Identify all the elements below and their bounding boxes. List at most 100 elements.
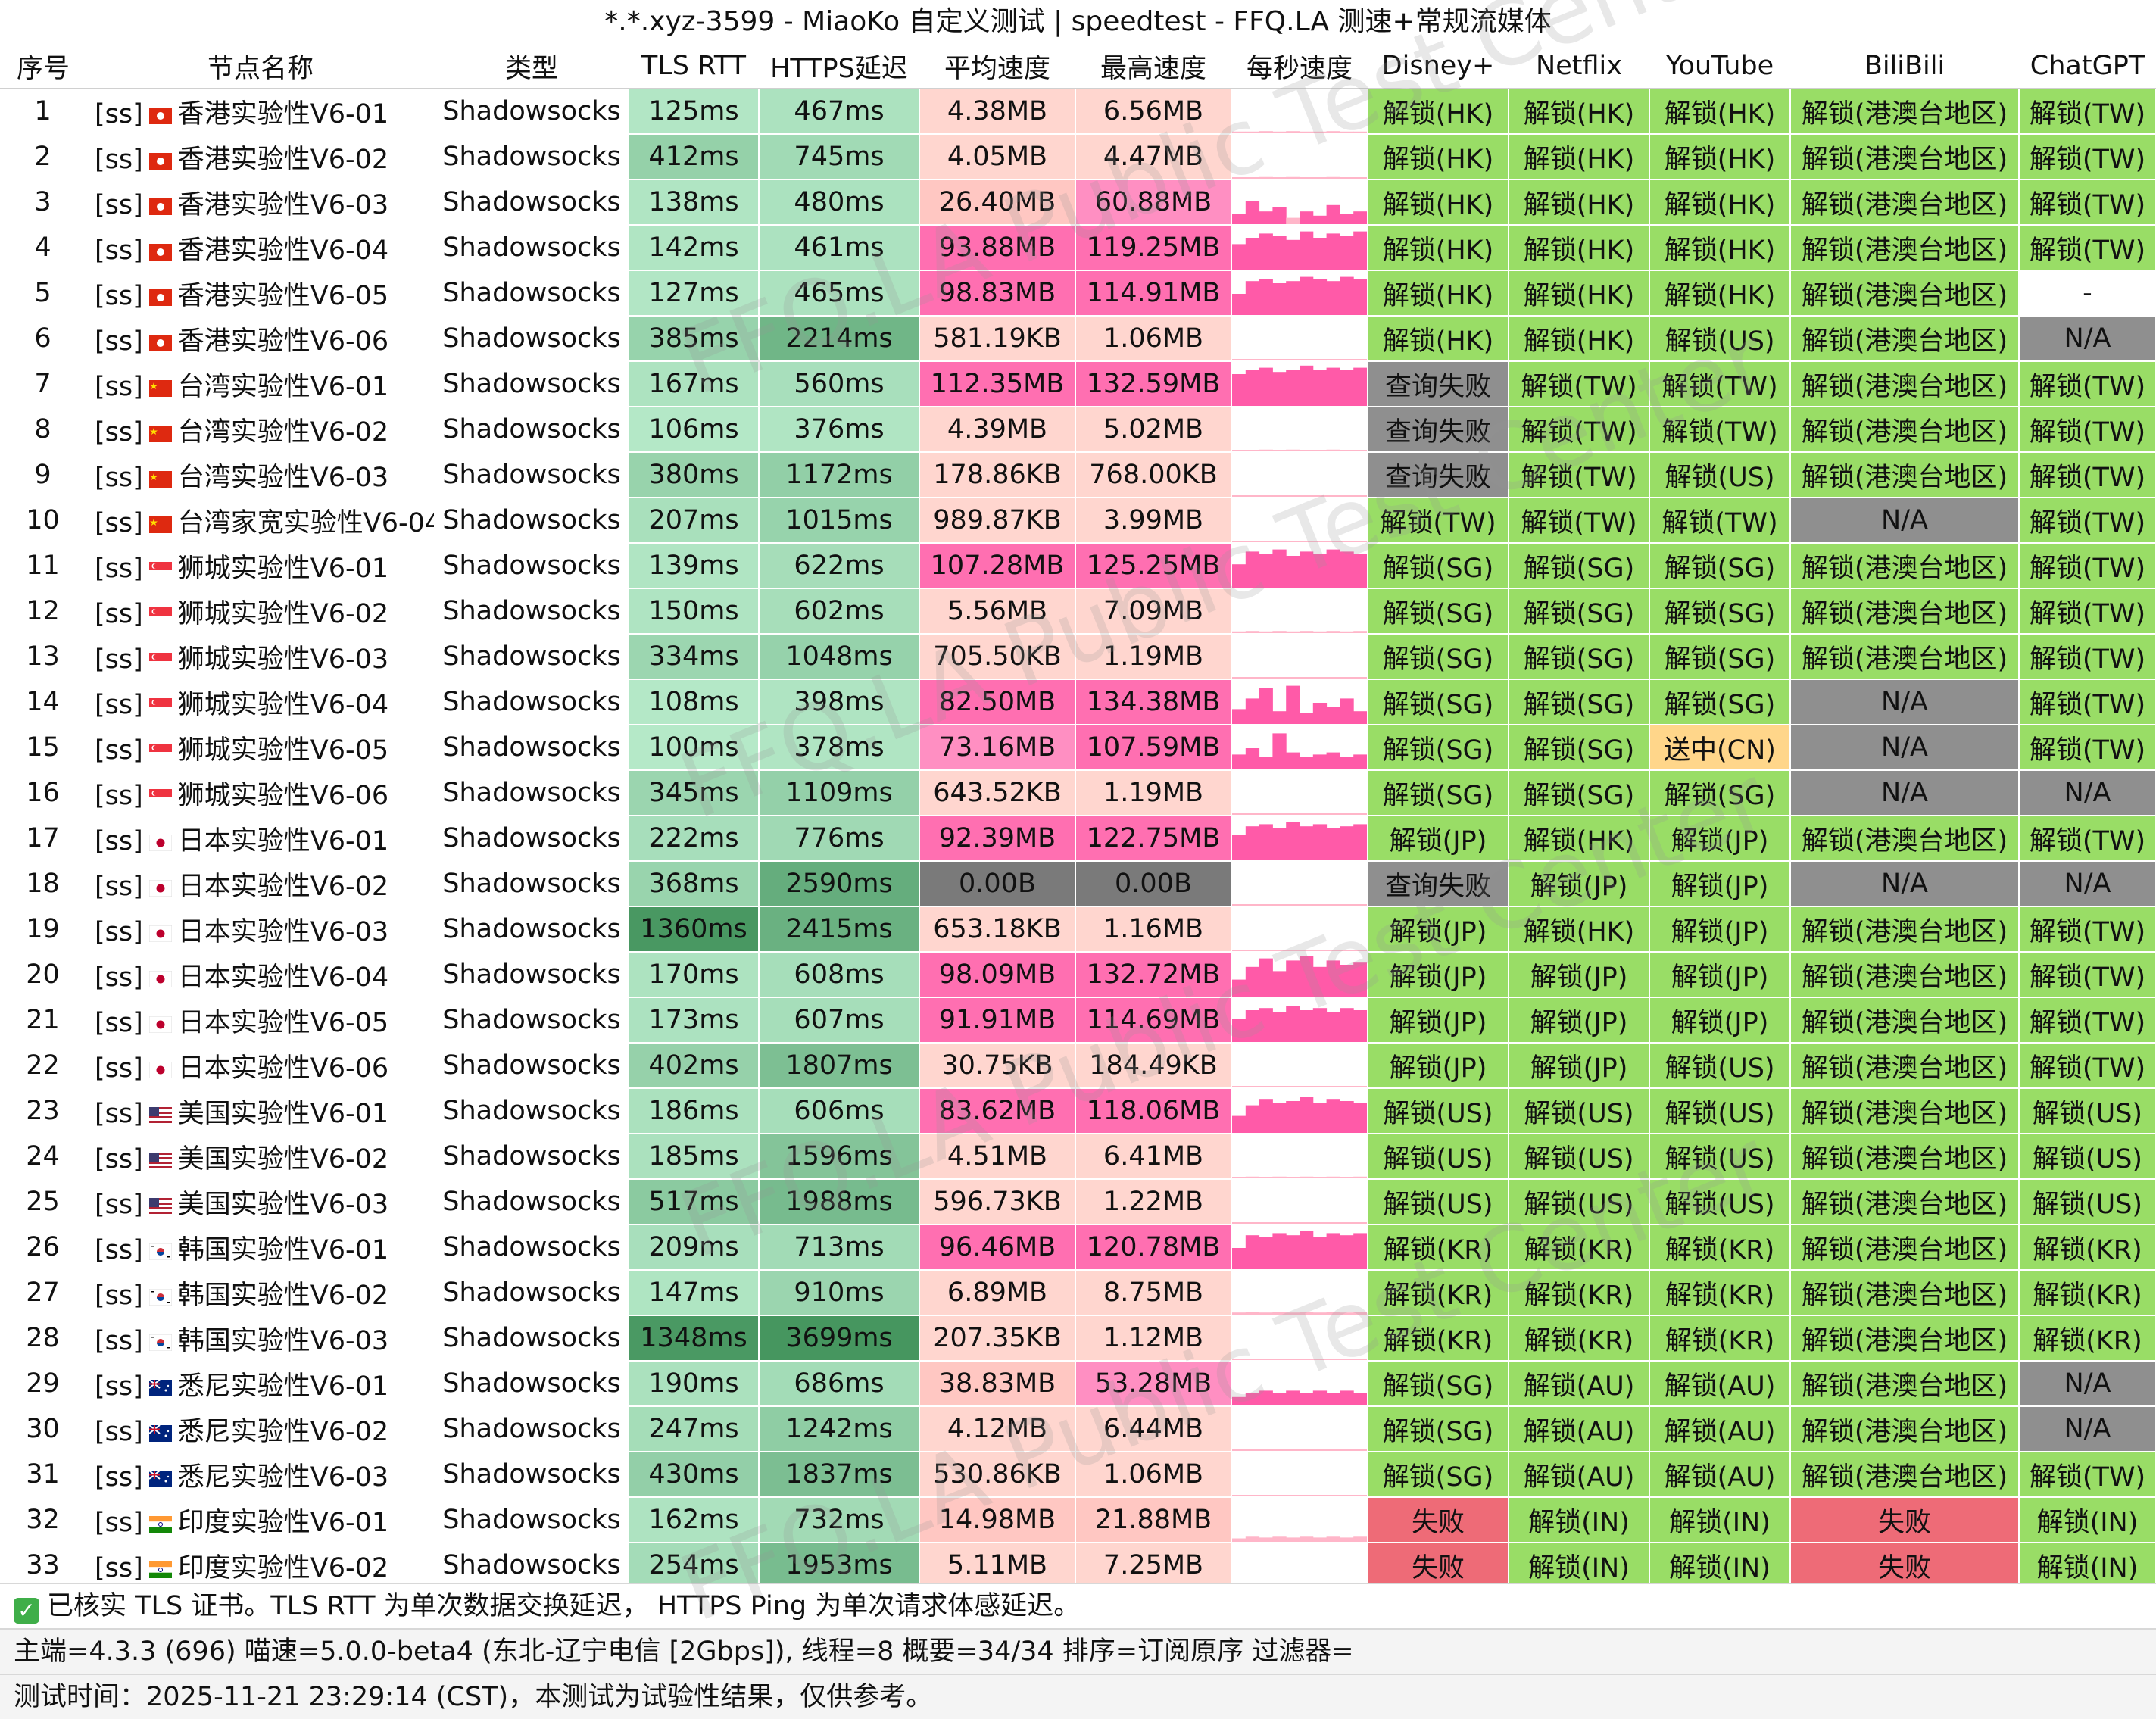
speed-sample-bar bbox=[1272, 1222, 1287, 1223]
col-header-chatgpt[interactable]: ChatGPT bbox=[2019, 44, 2156, 89]
youtube-status: 解锁(JP) bbox=[1649, 816, 1791, 862]
table-row[interactable]: 4 [ss] 香港实验性V6-04 Shadowsocks 142ms 461ms 93.8… bbox=[0, 225, 2156, 271]
table-row[interactable]: 18 [ss] 日本实验性V6-02 Shadowsocks 368ms 2590ms 0.… bbox=[0, 861, 2156, 907]
speed-sample-bar bbox=[1259, 950, 1273, 951]
chatgpt-status: 解锁(TW) bbox=[2019, 588, 2156, 635]
col-header-max-speed[interactable]: 最高速度 bbox=[1075, 44, 1231, 89]
table-row[interactable]: 25 [ss] 美国实验性V6-03 Shadowsocks 517ms 1988ms 59… bbox=[0, 1179, 2156, 1225]
speed-sample-bar bbox=[1326, 677, 1340, 678]
speed-sample-bar bbox=[1272, 733, 1287, 769]
netflix-status: 解锁(JP) bbox=[1509, 952, 1650, 998]
table-row[interactable]: 3 [ss] 香港实验性V6-03 Shadowsocks 138ms 480ms 26.4… bbox=[0, 179, 2156, 226]
table-row[interactable]: 5 [ss] 香港实验性V6-05 Shadowsocks 127ms 465ms 98.8… bbox=[0, 270, 2156, 317]
node-name: 日本实验性V6-06 bbox=[177, 1053, 389, 1084]
netflix-status: 解锁(HK) bbox=[1509, 89, 1650, 135]
speed-sample-bar bbox=[1286, 281, 1300, 314]
speed-sample-bar bbox=[1259, 677, 1273, 678]
bilibili-status: 解锁(港澳台地区) bbox=[1790, 1270, 2020, 1316]
table-row[interactable]: 16 [ss] 狮城实验性V6-06 Shadowsocks 345ms 1109ms 64… bbox=[0, 770, 2156, 816]
youtube-status: 解锁(AU) bbox=[1649, 1452, 1791, 1498]
speed-sample-bar bbox=[1272, 950, 1286, 951]
youtube-status: 解锁(JP) bbox=[1649, 997, 1791, 1044]
speed-sample-bar bbox=[1340, 965, 1354, 996]
per-second-speed-chart bbox=[1231, 89, 1368, 135]
india-flag-icon bbox=[148, 1515, 172, 1533]
speed-sample-bar bbox=[1300, 1312, 1314, 1314]
speed-sample-bar bbox=[1286, 1086, 1300, 1087]
col-header-node-name[interactable]: 节点名称 bbox=[86, 44, 435, 89]
node-name-cell: [ss] 韩国实验性V6-01 bbox=[86, 1225, 435, 1271]
india-flag-icon bbox=[148, 1561, 172, 1578]
table-row[interactable]: 13 [ss] 狮城实验性V6-03 Shadowsocks 334ms 1048ms 70… bbox=[0, 634, 2156, 680]
table-row[interactable]: 15 [ss] 狮城实验性V6-05 Shadowsocks 100ms 378ms 73.… bbox=[0, 725, 2156, 771]
col-header-netflix[interactable]: Netflix bbox=[1509, 44, 1649, 89]
table-row[interactable]: 14 [ss] 狮城实验性V6-04 Shadowsocks 108ms 398ms 82.… bbox=[0, 679, 2156, 725]
table-row[interactable]: 30 [ss] 悉尼实验性V6-02 Shadowsocks 247ms 1242ms 4.… bbox=[0, 1406, 2156, 1452]
table-row[interactable]: 21 [ss] 日本实验性V6-05 Shadowsocks 173ms 607ms 91.… bbox=[0, 997, 2156, 1044]
col-header-type[interactable]: 类型 bbox=[435, 44, 629, 89]
table-row[interactable]: 28 [ss] 韩国实验性V6-03 Shadowsocks 1348ms 3699ms 2… bbox=[0, 1315, 2156, 1362]
speed-sample-bar bbox=[1259, 233, 1273, 269]
col-header-avg-speed[interactable]: 平均速度 bbox=[919, 44, 1075, 89]
node-type: Shadowsocks bbox=[435, 1406, 629, 1452]
protocol-tag: [ss] bbox=[95, 416, 143, 448]
table-row[interactable]: 1 [ss] 香港实验性V6-01 Shadowsocks 125ms 467ms 4.38… bbox=[0, 89, 2156, 135]
speed-sample-bar bbox=[1312, 1222, 1328, 1223]
table-row[interactable]: 7 [ss] 台湾实验性V6-01 Shadowsocks 167ms 560ms 112.… bbox=[0, 361, 2156, 407]
chatgpt-status: 解锁(TW) bbox=[2019, 407, 2156, 453]
table-row[interactable]: 29 [ss] 悉尼实验性V6-01 Shadowsocks 190ms 686ms 38.… bbox=[0, 1361, 2156, 1407]
speed-sample-bar bbox=[1312, 966, 1328, 996]
speed-sample-bar bbox=[1326, 813, 1340, 814]
node-type: Shadowsocks bbox=[435, 1134, 629, 1180]
per-second-speed-chart bbox=[1231, 770, 1368, 816]
table-row[interactable]: 11 [ss] 狮城实验性V6-01 Shadowsocks 139ms 622ms 107… bbox=[0, 543, 2156, 589]
speed-sample-bar bbox=[1232, 631, 1246, 632]
table-row[interactable]: 33 [ss] 印度实验性V6-02 Shadowsocks 254ms 1953ms 5.… bbox=[0, 1543, 2156, 1589]
table-row[interactable]: 26 [ss] 韩国实验性V6-01 Shadowsocks 209ms 713ms 96.… bbox=[0, 1225, 2156, 1271]
header-row: 序号 节点名称 类型 TLS RTT HTTPS延迟 平均速度 最高速度 每秒速… bbox=[0, 44, 2156, 89]
table-row[interactable]: 8 [ss] 台湾实验性V6-02 Shadowsocks 106ms 376ms 4.39… bbox=[0, 407, 2156, 453]
table-row[interactable]: 19 [ss] 日本实验性V6-03 Shadowsocks 1360ms 2415ms 6… bbox=[0, 906, 2156, 953]
table-row[interactable]: 22 [ss] 日本实验性V6-06 Shadowsocks 402ms 1807ms 30… bbox=[0, 1043, 2156, 1089]
speed-sample-bar bbox=[1300, 365, 1314, 405]
col-header-youtube[interactable]: YouTube bbox=[1649, 44, 1790, 89]
table-row[interactable]: 23 [ss] 美国实验性V6-01 Shadowsocks 186ms 606ms 83.… bbox=[0, 1088, 2156, 1134]
table-row[interactable]: 2 [ss] 香港实验性V6-02 Shadowsocks 412ms 745ms 4.05… bbox=[0, 134, 2156, 180]
speed-sample-bar bbox=[1245, 131, 1260, 133]
col-header-https-latency[interactable]: HTTPS延迟 bbox=[759, 44, 919, 89]
col-header-index[interactable]: 序号 bbox=[0, 44, 86, 89]
node-type: Shadowsocks bbox=[435, 1270, 629, 1316]
table-row[interactable]: 24 [ss] 美国实验性V6-02 Shadowsocks 185ms 1596ms 4.… bbox=[0, 1134, 2156, 1180]
col-header-tls-rtt[interactable]: TLS RTT bbox=[629, 44, 759, 89]
table-row[interactable]: 32 [ss] 印度实验性V6-01 Shadowsocks 162ms 732ms 14.… bbox=[0, 1497, 2156, 1543]
node-name-cell: [ss] 日本实验性V6-03 bbox=[86, 906, 435, 953]
bilibili-status: 解锁(港澳台地区) bbox=[1790, 89, 2020, 135]
table-row[interactable]: 10 [ss] 台湾家宽实验性V6-04 Shadowsocks 207ms 1015ms… bbox=[0, 498, 2156, 544]
table-row[interactable]: 12 [ss] 狮城实验性V6-02 Shadowsocks 150ms 602ms 5.5… bbox=[0, 588, 2156, 635]
per-second-speed-chart bbox=[1231, 1497, 1368, 1543]
speed-sample-bar bbox=[1286, 950, 1300, 951]
speed-sample-bar bbox=[1259, 279, 1273, 314]
per-second-speed-chart bbox=[1231, 816, 1368, 862]
disney-status: 解锁(KR) bbox=[1368, 1225, 1509, 1271]
speed-sample-bar bbox=[1232, 294, 1246, 314]
table-row[interactable]: 27 [ss] 韩国实验性V6-02 Shadowsocks 147ms 910ms 6.8… bbox=[0, 1270, 2156, 1316]
speed-sample-bar bbox=[1300, 1097, 1314, 1132]
bilibili-status: 解锁(港澳台地区) bbox=[1790, 1406, 2020, 1452]
col-header-disney[interactable]: Disney+ bbox=[1368, 44, 1509, 89]
speed-sample-bar bbox=[1232, 214, 1246, 223]
table-row[interactable]: 9 [ss] 台湾实验性V6-03 Shadowsocks 380ms 1172ms 178… bbox=[0, 452, 2156, 498]
col-header-bilibili[interactable]: BiliBili bbox=[1790, 44, 2019, 89]
speed-sample-bar bbox=[1353, 1176, 1366, 1178]
bilibili-status: 解锁(港澳台地区) bbox=[1790, 1315, 2020, 1362]
speed-sample-bar bbox=[1286, 217, 1300, 223]
table-row[interactable]: 17 [ss] 日本实验性V6-01 Shadowsocks 222ms 776ms 92.… bbox=[0, 816, 2156, 862]
speed-sparkline bbox=[1232, 231, 1366, 269]
speed-sample-bar bbox=[1300, 904, 1314, 905]
max-speed-value: 6.44MB bbox=[1075, 1406, 1232, 1452]
table-row[interactable]: 6 [ss] 香港实验性V6-06 Shadowsocks 385ms 2214ms 581… bbox=[0, 316, 2156, 362]
col-header-per-second-speed[interactable]: 每秒速度 bbox=[1231, 44, 1368, 89]
table-row[interactable]: 20 [ss] 日本实验性V6-04 Shadowsocks 170ms 608ms 98.… bbox=[0, 952, 2156, 998]
table-row[interactable]: 31 [ss] 悉尼实验性V6-03 Shadowsocks 430ms 1837ms 53… bbox=[0, 1452, 2156, 1498]
protocol-tag: [ss] bbox=[95, 1462, 143, 1493]
